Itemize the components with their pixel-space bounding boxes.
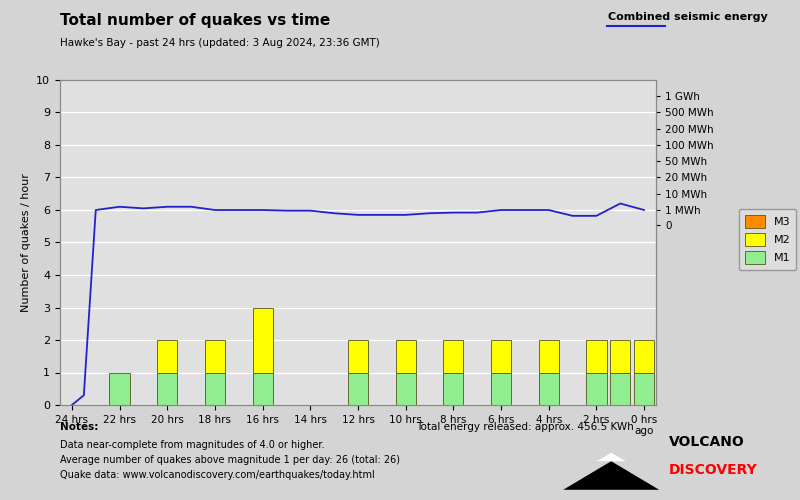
Bar <box>538 372 559 405</box>
Y-axis label: Number of quakes / hour: Number of quakes / hour <box>21 173 30 312</box>
Legend: M3, M2, M1: M3, M2, M1 <box>739 209 796 270</box>
Text: Hawke's Bay - past 24 hrs (updated: 3 Aug 2024, 23:36 GMT): Hawke's Bay - past 24 hrs (updated: 3 Au… <box>60 38 380 48</box>
Text: Total number of quakes vs time: Total number of quakes vs time <box>60 12 330 28</box>
Text: Quake data: www.volcanodiscovery.com/earthquakes/today.html: Quake data: www.volcanodiscovery.com/ear… <box>60 470 374 480</box>
Bar <box>491 340 511 372</box>
Text: Average number of quakes above magnitude 1 per day: 26 (total: 26): Average number of quakes above magnitude… <box>60 455 400 465</box>
Polygon shape <box>597 453 626 461</box>
Bar <box>253 308 273 372</box>
Bar <box>586 340 606 372</box>
Bar <box>610 340 630 372</box>
Bar <box>157 340 178 372</box>
Bar <box>205 340 225 372</box>
Bar <box>491 372 511 405</box>
Bar <box>205 372 225 405</box>
Bar <box>157 372 178 405</box>
Bar <box>348 340 368 372</box>
Text: Combined seismic energy: Combined seismic energy <box>608 12 768 22</box>
Text: Total energy released: approx. 456.5 KWh: Total energy released: approx. 456.5 KWh <box>416 422 634 432</box>
Text: Notes:: Notes: <box>60 422 98 432</box>
Bar <box>395 340 416 372</box>
Bar <box>395 372 416 405</box>
Bar <box>586 372 606 405</box>
Bar <box>634 340 654 372</box>
Polygon shape <box>563 461 659 490</box>
Bar <box>538 340 559 372</box>
Bar <box>610 372 630 405</box>
Bar <box>634 372 654 405</box>
Text: Data near-complete from magnitudes of 4.0 or higher.: Data near-complete from magnitudes of 4.… <box>60 440 325 450</box>
Bar <box>348 372 368 405</box>
Bar <box>110 372 130 405</box>
Text: DISCOVERY: DISCOVERY <box>669 464 758 477</box>
Bar <box>443 372 463 405</box>
Bar <box>253 372 273 405</box>
Text: VOLCANO: VOLCANO <box>669 434 745 448</box>
Bar <box>443 340 463 372</box>
